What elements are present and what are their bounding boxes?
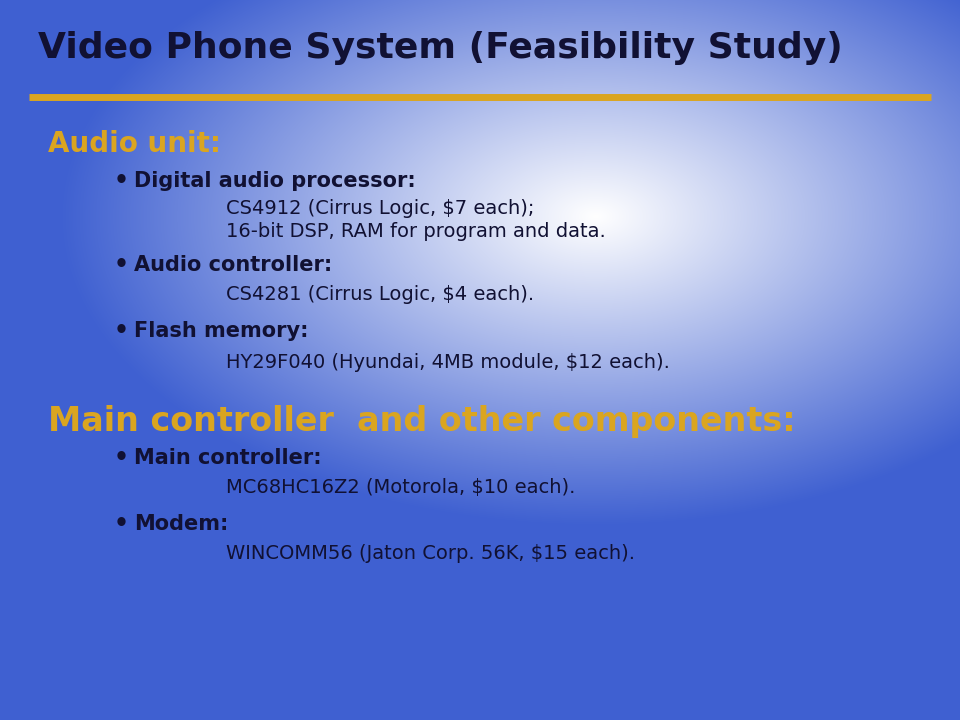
Text: •: •	[113, 512, 129, 536]
Text: 16-bit DSP, RAM for program and data.: 16-bit DSP, RAM for program and data.	[226, 222, 606, 241]
Text: MC68HC16Z2 (Motorola, $10 each).: MC68HC16Z2 (Motorola, $10 each).	[226, 478, 575, 497]
Text: WINCOMM56 (Jaton Corp. 56K, $15 each).: WINCOMM56 (Jaton Corp. 56K, $15 each).	[226, 544, 635, 563]
Text: Flash memory:: Flash memory:	[134, 321, 309, 341]
Text: Digital audio processor:: Digital audio processor:	[134, 171, 416, 192]
Text: •: •	[113, 253, 129, 277]
Text: Audio controller:: Audio controller:	[134, 255, 333, 275]
Text: Video Phone System (Feasibility Study): Video Phone System (Feasibility Study)	[38, 31, 843, 66]
Text: Audio unit:: Audio unit:	[48, 130, 221, 158]
Text: Modem:: Modem:	[134, 514, 228, 534]
Text: •: •	[113, 319, 129, 343]
Text: •: •	[113, 169, 129, 194]
Text: HY29F040 (Hyundai, 4MB module, $12 each).: HY29F040 (Hyundai, 4MB module, $12 each)…	[226, 353, 669, 372]
Text: •: •	[113, 446, 129, 470]
Text: Main controller  and other components:: Main controller and other components:	[48, 405, 796, 438]
Text: CS4912 (Cirrus Logic, $7 each);: CS4912 (Cirrus Logic, $7 each);	[226, 199, 534, 218]
Text: Main controller:: Main controller:	[134, 448, 322, 468]
Text: CS4281 (Cirrus Logic, $4 each).: CS4281 (Cirrus Logic, $4 each).	[226, 285, 534, 304]
